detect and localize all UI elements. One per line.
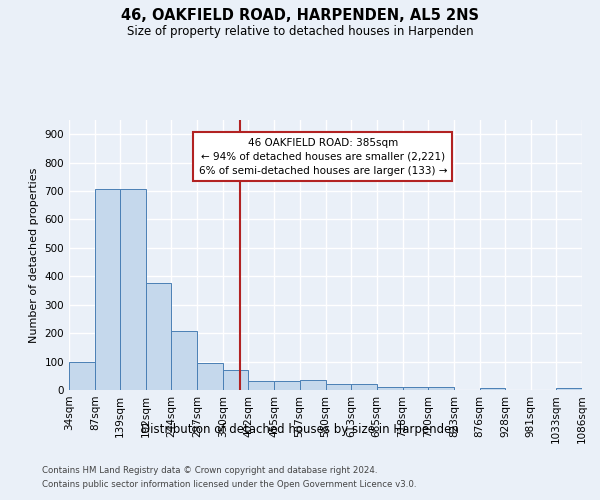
Bar bbox=[377, 387, 403, 390]
Bar bbox=[95, 190, 120, 390]
Bar bbox=[352, 384, 377, 390]
Text: Contains public sector information licensed under the Open Government Licence v3: Contains public sector information licen… bbox=[42, 480, 416, 489]
Bar bbox=[479, 388, 505, 390]
Bar bbox=[325, 384, 352, 390]
Bar bbox=[197, 363, 223, 390]
Text: Distribution of detached houses by size in Harpenden: Distribution of detached houses by size … bbox=[141, 422, 459, 436]
Bar bbox=[274, 382, 299, 390]
Bar bbox=[223, 370, 248, 390]
Bar bbox=[69, 362, 95, 390]
Bar bbox=[146, 284, 172, 390]
Text: Contains HM Land Registry data © Crown copyright and database right 2024.: Contains HM Land Registry data © Crown c… bbox=[42, 466, 377, 475]
Text: 46, OAKFIELD ROAD, HARPENDEN, AL5 2NS: 46, OAKFIELD ROAD, HARPENDEN, AL5 2NS bbox=[121, 8, 479, 22]
Bar bbox=[403, 387, 428, 390]
Bar bbox=[556, 388, 582, 390]
Y-axis label: Number of detached properties: Number of detached properties bbox=[29, 168, 39, 342]
Bar bbox=[248, 382, 274, 390]
Bar bbox=[299, 380, 325, 390]
Text: 46 OAKFIELD ROAD: 385sqm
← 94% of detached houses are smaller (2,221)
6% of semi: 46 OAKFIELD ROAD: 385sqm ← 94% of detach… bbox=[199, 138, 447, 175]
Text: Size of property relative to detached houses in Harpenden: Size of property relative to detached ho… bbox=[127, 25, 473, 38]
Bar bbox=[172, 331, 197, 390]
Bar bbox=[428, 386, 454, 390]
Bar bbox=[120, 190, 146, 390]
